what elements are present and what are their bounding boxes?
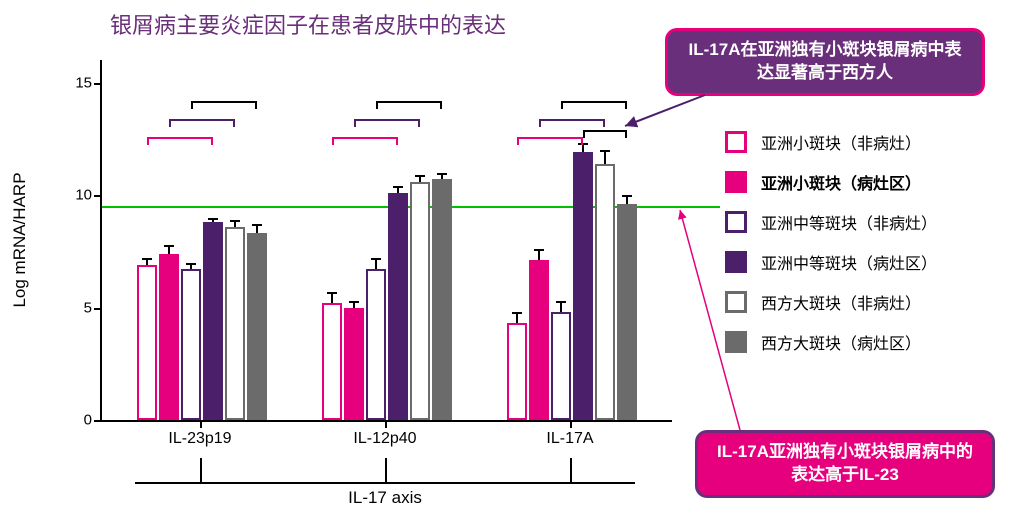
- significance-bracket: [147, 137, 213, 139]
- legend-item: 西方大斑块（病灶区）: [725, 330, 1015, 354]
- bar: [507, 323, 527, 420]
- chart-title: 银屑病主要炎症因子在患者皮肤中的表达: [110, 8, 506, 40]
- significance-bracket: [583, 130, 627, 132]
- error-cap: [437, 173, 447, 175]
- legend-label: 西方大斑块（病灶区）: [761, 330, 921, 354]
- legend-item: 亚洲小斑块（病灶区）: [725, 170, 1015, 194]
- y-tick-label: 0: [62, 412, 92, 429]
- error-bar: [604, 150, 606, 164]
- bar: [388, 193, 408, 420]
- y-tick-label: 10: [62, 187, 92, 204]
- legend-label: 西方大斑块（非病灶）: [761, 290, 921, 314]
- group-tick: [570, 420, 572, 428]
- group-label: IL-12p40: [320, 430, 450, 448]
- error-cap: [252, 224, 262, 226]
- error-cap: [534, 249, 544, 251]
- legend-item: 西方大斑块（非病灶）: [725, 290, 1015, 314]
- error-cap: [512, 312, 522, 314]
- error-cap: [142, 258, 152, 260]
- bar: [203, 222, 223, 420]
- significance-bracket: [332, 137, 398, 139]
- significance-bracket: [376, 101, 442, 103]
- legend-label: 亚洲小斑块（病灶区）: [761, 170, 921, 194]
- error-cap: [393, 186, 403, 188]
- bar: [551, 312, 571, 420]
- error-cap: [371, 258, 381, 260]
- bar: [617, 204, 637, 420]
- bar: [410, 182, 430, 421]
- error-cap: [327, 292, 337, 294]
- x-axis-group-label: IL-17 axis: [135, 488, 635, 508]
- legend-swatch: [725, 171, 747, 193]
- legend: 亚洲小斑块（非病灶） 亚洲小斑块（病灶区） 亚洲中等斑块（非病灶） 亚洲中等斑块（病灶…: [725, 130, 1015, 370]
- legend-swatch: [725, 291, 747, 313]
- bar: [159, 254, 179, 421]
- error-cap: [622, 195, 632, 197]
- bar: [247, 233, 267, 420]
- significance-bracket: [561, 101, 627, 103]
- legend-item: 亚洲小斑块（非病灶）: [725, 130, 1015, 154]
- error-cap: [230, 220, 240, 222]
- legend-swatch: [725, 251, 747, 273]
- legend-swatch: [725, 211, 747, 233]
- legend-label: 亚洲中等斑块（非病灶）: [761, 210, 937, 234]
- plot-area: 051015: [100, 60, 672, 422]
- error-cap: [600, 150, 610, 152]
- y-axis-label: Log mRNA/HARP: [10, 172, 30, 307]
- legend-swatch: [725, 131, 747, 153]
- group-tick: [385, 420, 387, 428]
- error-cap: [349, 301, 359, 303]
- callout-bottom: IL-17A亚洲独有小斑块银屑病中的表达高于IL-23: [695, 430, 995, 498]
- bar: [225, 227, 245, 421]
- error-cap: [578, 143, 588, 145]
- bar: [595, 164, 615, 421]
- bar: [529, 260, 549, 420]
- legend-label: 亚洲小斑块（非病灶）: [761, 130, 921, 154]
- y-tick: [94, 195, 102, 197]
- bar: [322, 303, 342, 420]
- bar: [432, 179, 452, 420]
- error-cap: [186, 263, 196, 265]
- bar-chart: Log mRNA/HARP 051015 IL-17 axis IL-23p19…: [60, 60, 670, 420]
- bar: [366, 269, 386, 420]
- significance-bracket: [354, 119, 420, 121]
- bar: [573, 152, 593, 420]
- x-axis-bracket: [135, 458, 635, 484]
- y-tick: [94, 83, 102, 85]
- legend-item: 亚洲中等斑块（非病灶）: [725, 210, 1015, 234]
- page-root: 银屑病主要炎症因子在患者皮肤中的表达 IL-17A在亚洲独有小斑块银屑病中表达显…: [0, 0, 1023, 516]
- group-label: IL-23p19: [135, 430, 265, 448]
- significance-bracket: [539, 119, 605, 121]
- error-cap: [556, 301, 566, 303]
- bar: [344, 308, 364, 421]
- legend-item: 亚洲中等斑块（病灶区）: [725, 250, 1015, 274]
- error-cap: [415, 175, 425, 177]
- bar: [181, 269, 201, 420]
- group-label: IL-17A: [505, 430, 635, 448]
- y-tick-label: 15: [62, 74, 92, 91]
- legend-swatch: [725, 331, 747, 353]
- significance-bracket: [517, 137, 583, 139]
- y-tick: [94, 420, 102, 422]
- significance-bracket: [169, 119, 235, 121]
- legend-label: 亚洲中等斑块（病灶区）: [761, 250, 937, 274]
- y-tick-label: 5: [62, 299, 92, 316]
- callout-top: IL-17A在亚洲独有小斑块银屑病中表达显著高于西方人: [665, 28, 985, 96]
- significance-bracket: [191, 101, 257, 103]
- group-tick: [200, 420, 202, 428]
- error-cap: [208, 218, 218, 220]
- error-cap: [164, 245, 174, 247]
- y-tick: [94, 308, 102, 310]
- bar: [137, 265, 157, 420]
